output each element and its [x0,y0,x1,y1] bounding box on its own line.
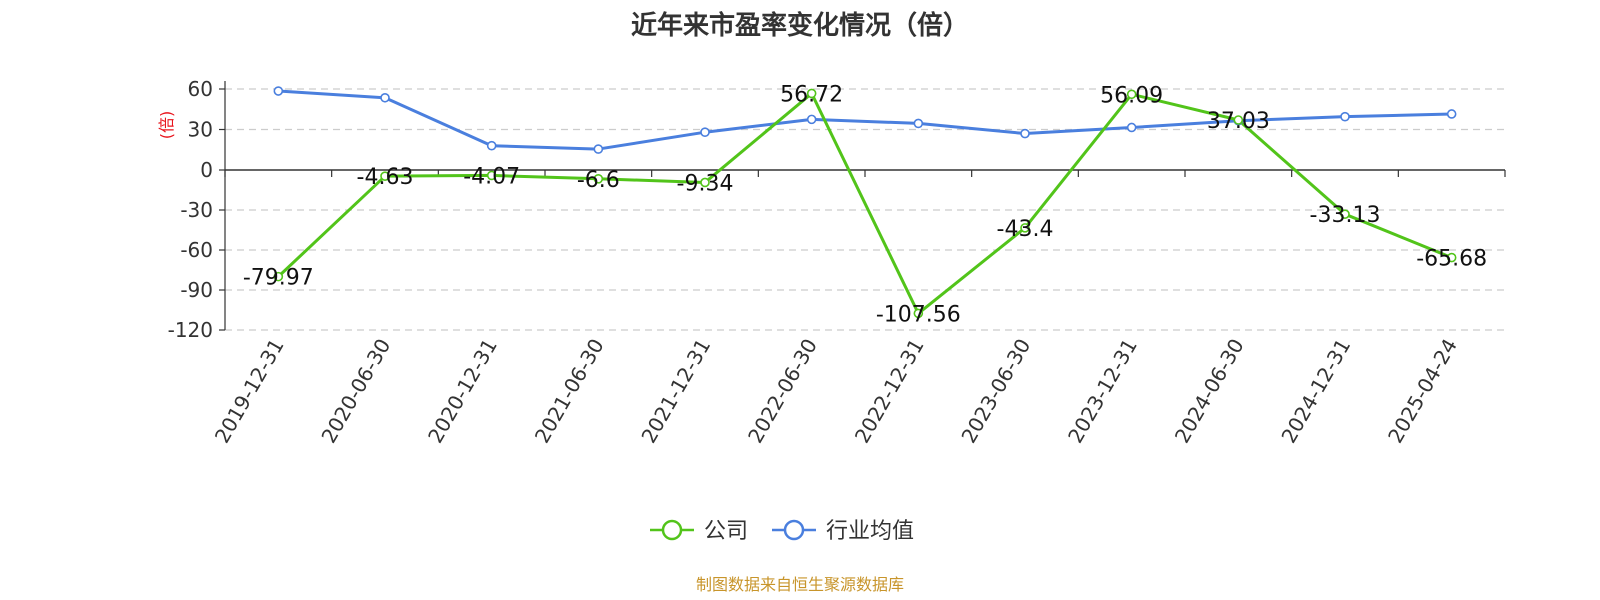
x-tick-label: 2022-06-30 [743,335,822,448]
industry-data-point[interactable] [380,92,390,103]
company-data-label: 37.03 [1207,109,1270,134]
company-data-label: 56.09 [1100,83,1163,108]
company-data-label: -43.4 [997,217,1054,242]
legend-marker-icon [661,519,683,541]
y-tick-label: -30 [180,198,213,222]
company-data-label: -79.97 [243,266,314,291]
legend-label: 行业均值 [826,519,914,544]
company-data-point[interactable] [1446,252,1457,263]
company-data-point[interactable] [806,88,817,99]
x-tick-label: 2023-06-30 [956,335,1035,448]
legend[interactable]: 公司 行业均值 [650,519,914,544]
series-points [273,86,1457,319]
company-data-label: 56.72 [780,82,843,107]
series-lines [277,89,1453,315]
y-tick-label: 30 [188,118,213,142]
company-data-label: -4.07 [463,164,520,189]
x-tick-label: 2025-04-24 [1383,335,1462,448]
data-labels: -79.97 -4.63 -4.07 -6.6 -9.34 56.72 -107.56 -43… [243,82,1487,327]
x-tick-label: 2021-12-31 [636,335,715,448]
y-tick-label: 60 [188,77,213,101]
company-data-label: -65.68 [1416,247,1487,272]
x-tick-label: 2021-06-30 [530,335,609,448]
company-data-point[interactable] [273,271,284,282]
company-data-label: -33.13 [1310,203,1381,228]
company-data-point[interactable] [380,171,390,181]
industry-data-point[interactable] [913,118,924,129]
industry-data-point[interactable] [1126,122,1137,133]
y-tick-label: 0 [200,158,213,182]
y-tick-label: -90 [180,278,213,302]
industry-series-line [278,89,1452,151]
legend-label: 公司 [704,519,748,544]
company-data-label: -4.63 [357,165,414,190]
company-data-point[interactable] [913,308,924,319]
industry-data-point[interactable] [1340,111,1350,122]
industry-data-point[interactable] [593,144,604,154]
industry-data-point[interactable] [273,86,284,96]
industry-data-point[interactable] [1446,109,1457,119]
x-tick-label: 2024-06-30 [1170,335,1249,448]
industry-data-point[interactable] [806,114,817,125]
legend-item-company[interactable]: 公司 [650,519,748,544]
company-data-point[interactable] [1126,89,1137,100]
industry-data-point[interactable] [700,127,710,137]
y-axis-unit-label: (倍) [157,111,176,140]
chart-title: 近年来市盈率变化情况（倍） [631,10,969,41]
company-data-point[interactable] [486,170,497,181]
legend-marker-icon [783,519,805,541]
x-tick-label: 2022-12-31 [850,334,929,447]
legend-item-industry[interactable]: 行业均值 [772,519,914,544]
company-data-point[interactable] [700,177,710,188]
company-data-label: -107.56 [876,302,961,327]
x-tick-label: 2019-12-31 [210,335,289,448]
industry-data-point[interactable] [1020,128,1030,139]
y-tick-label: -120 [168,318,213,342]
company-series-line [277,91,1453,315]
company-data-point[interactable] [593,174,604,184]
y-tick-label: -60 [180,238,213,262]
company-data-label: -9.34 [677,171,734,196]
industry-data-point[interactable] [486,140,497,151]
company-data-point[interactable] [1340,209,1350,219]
grid [225,88,1505,331]
source-note: 制图数据来自恒生聚源数据库 [696,575,904,594]
x-tick-label: 2020-06-30 [316,335,395,448]
company-data-label: -6.6 [577,168,620,193]
x-tick-label: 2020-12-31 [423,334,502,447]
company-data-point[interactable] [1233,115,1244,125]
x-tick-label: 2024-12-31 [1276,335,1355,448]
x-tick-label: 2023-12-31 [1063,335,1142,448]
company-data-point[interactable] [1020,223,1030,233]
